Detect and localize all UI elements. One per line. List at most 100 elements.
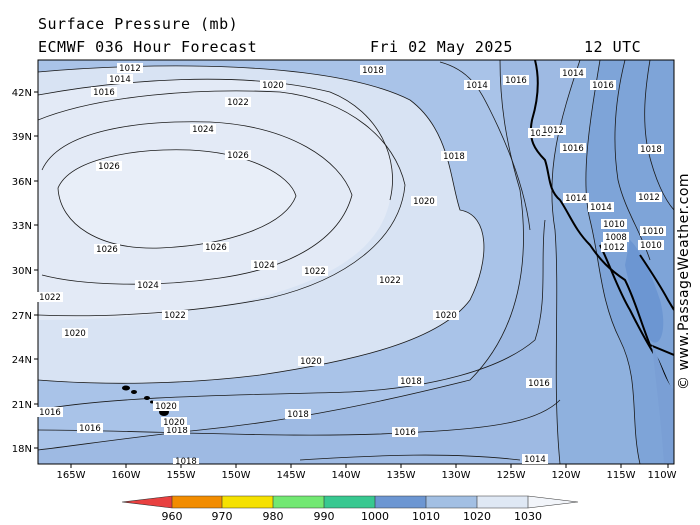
contour-label: 1020 xyxy=(298,356,324,367)
svg-text:1016: 1016 xyxy=(93,88,115,98)
svg-text:1022: 1022 xyxy=(304,267,326,277)
svg-text:1016: 1016 xyxy=(394,428,416,438)
legend-swatch xyxy=(477,496,528,508)
contour-label: 1024 xyxy=(251,260,277,271)
svg-text:1014: 1014 xyxy=(524,455,546,465)
legend-swatch xyxy=(172,496,222,508)
lat-label: 42N xyxy=(12,88,32,99)
contour-label: 1018 xyxy=(164,425,190,436)
svg-text:1012: 1012 xyxy=(119,64,141,74)
svg-text:1012: 1012 xyxy=(603,243,625,253)
lon-label: 145W xyxy=(277,470,306,481)
svg-text:1020: 1020 xyxy=(64,329,86,339)
map-title: Surface Pressure (mb) xyxy=(38,15,239,33)
contour-label: 1016 xyxy=(91,87,117,98)
contour-label: 1020 xyxy=(62,328,88,339)
contour-label: 1012 xyxy=(601,242,627,253)
contour-label: 1024 xyxy=(190,124,216,135)
contour-label: 1026 xyxy=(203,242,229,253)
contour-label: 1016 xyxy=(526,378,552,389)
contour-label: 1016 xyxy=(37,407,63,418)
latitude-labels: 42N 39N 36N 33N 30N 27N 24N 21N 18N xyxy=(12,88,38,455)
legend-label: 980 xyxy=(263,510,284,523)
contour-label: 1014 xyxy=(522,454,548,465)
contour-label: 1012 xyxy=(540,125,566,136)
legend-label: 1030 xyxy=(514,510,542,523)
contour-label: 1012 xyxy=(636,192,662,203)
svg-text:1016: 1016 xyxy=(79,424,101,434)
svg-text:1014: 1014 xyxy=(466,81,488,91)
contour-label: 1014 xyxy=(563,193,589,204)
forecast-time: 12 UTC xyxy=(584,38,642,56)
contour-label: 1014 xyxy=(588,202,614,213)
lon-label: 110W xyxy=(648,470,677,481)
contour-label: 1026 xyxy=(94,244,120,255)
svg-text:1026: 1026 xyxy=(98,162,120,172)
svg-text:1008: 1008 xyxy=(605,233,627,243)
svg-text:1016: 1016 xyxy=(562,144,584,154)
legend-label: 1010 xyxy=(412,510,440,523)
svg-text:1026: 1026 xyxy=(96,245,118,255)
contour-label: 1010 xyxy=(601,219,627,230)
forecast-date: Fri 02 May 2025 xyxy=(370,38,513,56)
svg-text:1018: 1018 xyxy=(287,410,309,420)
legend-label: 960 xyxy=(162,510,183,523)
contour-label: 1016 xyxy=(590,80,616,91)
svg-text:1020: 1020 xyxy=(155,402,177,412)
svg-text:1012: 1012 xyxy=(638,193,660,203)
lon-label: 150W xyxy=(222,470,251,481)
legend-swatch xyxy=(426,496,477,508)
contour-label: 1022 xyxy=(37,292,63,303)
svg-text:1020: 1020 xyxy=(300,357,322,367)
svg-text:1014: 1014 xyxy=(590,203,612,213)
svg-text:1012: 1012 xyxy=(542,126,564,136)
lat-label: 21N xyxy=(12,400,32,411)
legend-swatch xyxy=(324,496,375,508)
legend-label: 970 xyxy=(212,510,233,523)
svg-text:1022: 1022 xyxy=(164,311,186,321)
isobar-lines xyxy=(38,60,674,464)
svg-text:1018: 1018 xyxy=(175,457,197,467)
svg-text:1022: 1022 xyxy=(227,98,249,108)
svg-text:1014: 1014 xyxy=(109,75,131,85)
lon-label: 165W xyxy=(57,470,86,481)
svg-text:1010: 1010 xyxy=(603,220,625,230)
svg-text:1016: 1016 xyxy=(528,379,550,389)
contour-label: 1020 xyxy=(433,310,459,321)
legend-swatch xyxy=(222,496,273,508)
svg-text:1020: 1020 xyxy=(413,197,435,207)
map-frame xyxy=(37,59,675,465)
contour-label: 1020 xyxy=(411,196,437,207)
contour-label: 1018 xyxy=(398,376,424,387)
svg-text:1016: 1016 xyxy=(39,408,61,418)
contour-label: 1016 xyxy=(392,427,418,438)
contour-label: 1018 xyxy=(173,457,199,467)
contour-label: 1022 xyxy=(225,97,251,108)
svg-text:1018: 1018 xyxy=(362,66,384,76)
contour-label: 1020 xyxy=(153,401,179,412)
lon-label: 115W xyxy=(607,470,636,481)
longitude-labels: 165W 160W 155W 150W 145W 140W 135W 130W … xyxy=(57,464,677,481)
svg-text:1022: 1022 xyxy=(379,276,401,286)
lat-label: 36N xyxy=(12,177,32,188)
svg-text:1024: 1024 xyxy=(137,281,159,291)
svg-text:1010: 1010 xyxy=(640,241,662,251)
svg-text:1026: 1026 xyxy=(205,243,227,253)
lon-label: 120W xyxy=(552,470,581,481)
contour-label: 1024 xyxy=(135,280,161,291)
site-credit: © www.PassageWeather.com xyxy=(676,172,692,390)
pressure-field xyxy=(38,60,674,464)
lat-label: 30N xyxy=(12,266,32,277)
svg-text:1020: 1020 xyxy=(163,418,185,428)
svg-text:1026: 1026 xyxy=(227,151,249,161)
lat-label: 39N xyxy=(12,132,32,143)
legend-swatch xyxy=(375,496,426,508)
legend-label: 990 xyxy=(314,510,335,523)
contour-label: 1018 xyxy=(360,65,386,76)
contour-label: 1010 xyxy=(638,240,664,251)
contour-label: 1018 xyxy=(638,144,664,155)
contour-label: 1022 xyxy=(162,310,188,321)
legend-label: 1020 xyxy=(463,510,491,523)
svg-text:1022: 1022 xyxy=(39,293,61,303)
